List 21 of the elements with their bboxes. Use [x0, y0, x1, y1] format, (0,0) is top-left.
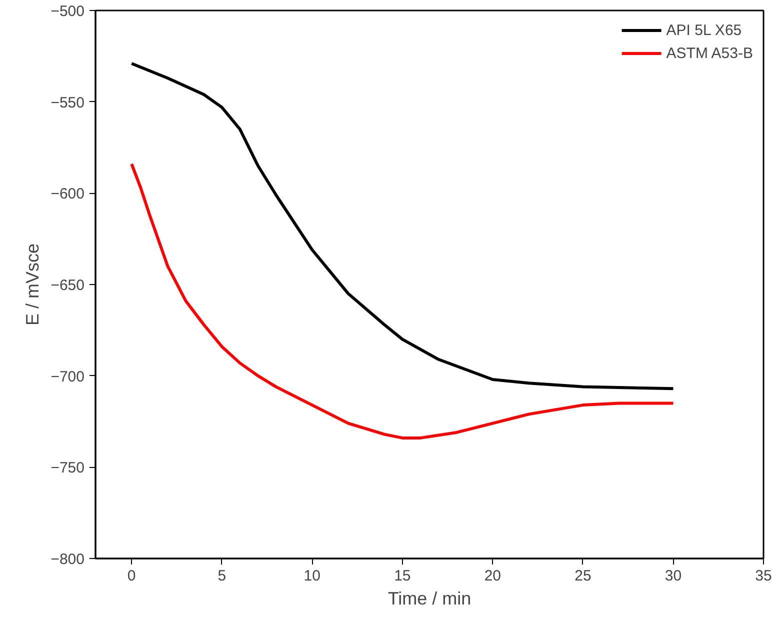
y-tick-label: −550: [50, 94, 85, 112]
line-series: [130, 162, 675, 440]
y-axis-title: E / mVsce: [22, 243, 43, 326]
x-tick-label: 10: [304, 568, 320, 584]
x-tick-label: 30: [664, 568, 682, 584]
legend-label: ASTM A53-B: [666, 44, 753, 62]
y-tick-label: −500: [50, 3, 85, 20]
x-tick-label: 20: [484, 568, 502, 584]
x-tick-label: 25: [574, 568, 592, 584]
y-tick-label: −650: [50, 277, 85, 294]
y-tick-label: −800: [50, 551, 85, 568]
y-tick-label: −750: [50, 460, 85, 477]
x-tick-label: 35: [755, 568, 772, 584]
x-axis-title: Time / min: [388, 588, 472, 608]
x-tick-label: 15: [394, 568, 411, 584]
line-series: [130, 62, 675, 390]
legend-label: API 5L X65: [666, 22, 742, 38]
y-tick-label: −600: [50, 186, 85, 203]
y-tick-label: −700: [50, 368, 85, 386]
x-tick-label: 0: [127, 568, 136, 584]
x-tick-label: 5: [218, 568, 226, 584]
